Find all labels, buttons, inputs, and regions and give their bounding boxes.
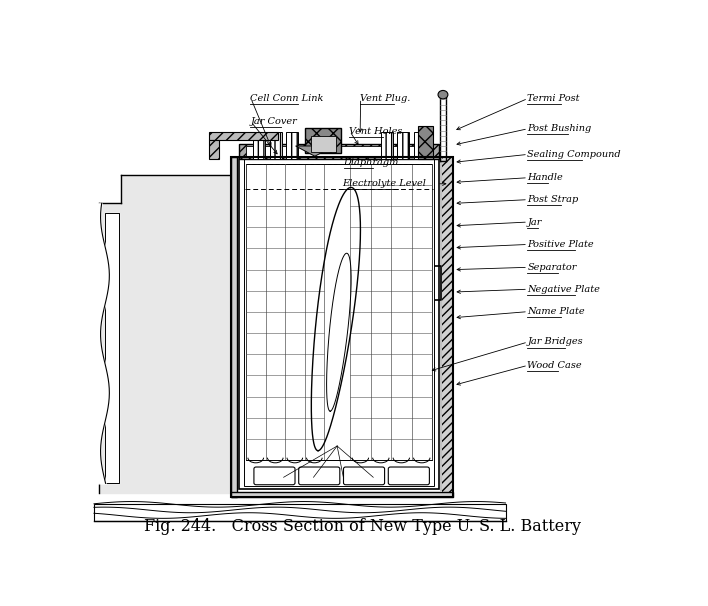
Text: Jar Bridges: Jar Bridges: [527, 338, 583, 347]
FancyBboxPatch shape: [231, 157, 236, 498]
Text: Vent Holes: Vent Holes: [349, 127, 403, 136]
Polygon shape: [296, 146, 334, 156]
FancyBboxPatch shape: [254, 467, 295, 485]
FancyBboxPatch shape: [210, 132, 278, 140]
Text: Positive Plate: Positive Plate: [527, 240, 594, 249]
FancyBboxPatch shape: [253, 132, 266, 159]
Polygon shape: [99, 175, 231, 493]
FancyBboxPatch shape: [239, 144, 438, 159]
Circle shape: [438, 90, 448, 99]
FancyBboxPatch shape: [94, 504, 506, 521]
Text: Electrolyte Level: Electrolyte Level: [342, 179, 426, 188]
Text: Name Plate: Name Plate: [527, 307, 585, 316]
FancyBboxPatch shape: [441, 157, 453, 498]
FancyBboxPatch shape: [246, 164, 432, 460]
FancyBboxPatch shape: [397, 132, 409, 159]
Text: Fig. 244.   Cross Section of New Type U. S. L. Battery: Fig. 244. Cross Section of New Type U. S…: [144, 518, 581, 534]
FancyBboxPatch shape: [343, 467, 384, 485]
FancyBboxPatch shape: [239, 159, 438, 490]
Polygon shape: [105, 213, 119, 484]
Text: Post Bushing: Post Bushing: [527, 124, 592, 133]
FancyBboxPatch shape: [440, 157, 442, 491]
Text: Separator: Separator: [527, 263, 577, 272]
FancyBboxPatch shape: [299, 467, 340, 485]
Text: Vent Plug.: Vent Plug.: [360, 94, 411, 103]
Text: Jar Cover: Jar Cover: [251, 117, 297, 126]
FancyBboxPatch shape: [418, 127, 433, 159]
FancyBboxPatch shape: [244, 159, 434, 485]
Text: Diaphragm: Diaphragm: [343, 158, 399, 167]
Text: Termi Post: Termi Post: [527, 94, 580, 103]
Text: Handle: Handle: [527, 173, 563, 182]
FancyBboxPatch shape: [305, 128, 341, 153]
Text: Cell Conn Link: Cell Conn Link: [251, 94, 324, 103]
FancyBboxPatch shape: [231, 491, 453, 498]
Text: Wood Case: Wood Case: [527, 361, 582, 370]
FancyBboxPatch shape: [414, 132, 426, 159]
FancyBboxPatch shape: [311, 136, 336, 152]
Text: Post Strap: Post Strap: [527, 195, 578, 204]
Text: Jar: Jar: [527, 218, 542, 227]
FancyBboxPatch shape: [246, 146, 432, 157]
FancyBboxPatch shape: [210, 140, 219, 159]
Text: Negative Plate: Negative Plate: [527, 285, 600, 294]
FancyBboxPatch shape: [388, 467, 429, 485]
FancyBboxPatch shape: [270, 132, 282, 159]
FancyBboxPatch shape: [286, 132, 298, 159]
FancyBboxPatch shape: [381, 132, 393, 159]
Text: Sealing Compound: Sealing Compound: [527, 150, 621, 159]
